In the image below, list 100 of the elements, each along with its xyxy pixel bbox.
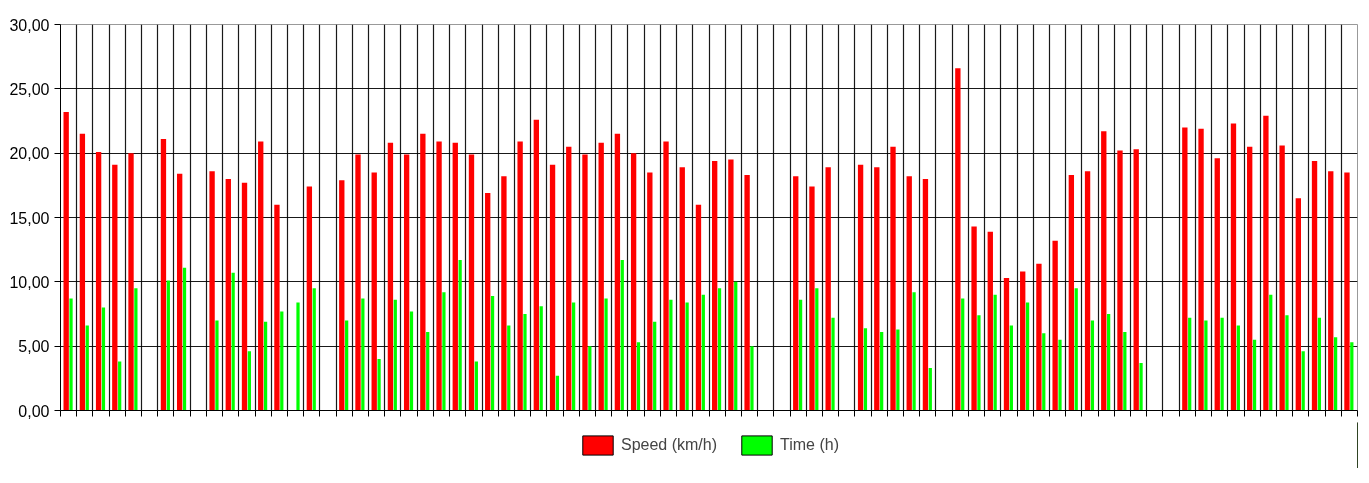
bar (1247, 146, 1253, 411)
bar (809, 186, 815, 411)
bar (922, 178, 929, 411)
bar (1252, 339, 1257, 411)
bar (274, 204, 280, 411)
bar (176, 173, 183, 411)
bar (1117, 150, 1123, 411)
bar (79, 133, 86, 411)
bar (1084, 171, 1091, 411)
bar (312, 288, 316, 411)
bar (955, 68, 961, 411)
bar (339, 180, 345, 411)
legend-label: Speed (km/h) (620, 436, 718, 454)
bar (857, 164, 864, 411)
bar (928, 368, 932, 411)
bar (961, 298, 965, 411)
bar (555, 375, 560, 411)
bar (128, 153, 134, 411)
bar (1214, 158, 1220, 411)
bar (533, 119, 540, 411)
bar (1230, 123, 1237, 411)
bar (306, 186, 313, 411)
bar (1139, 362, 1143, 411)
bar (831, 317, 835, 411)
bar (793, 176, 799, 411)
bar (1101, 131, 1107, 411)
bar (523, 314, 527, 411)
bar (880, 332, 884, 411)
bar (539, 306, 543, 411)
bar (517, 141, 523, 411)
bar (1133, 149, 1139, 411)
bar (258, 141, 264, 411)
bar (442, 292, 446, 411)
bar (604, 298, 608, 411)
bar (345, 320, 349, 411)
bar (744, 175, 750, 411)
bar (69, 298, 73, 411)
bar (653, 321, 657, 411)
bar (572, 302, 576, 411)
bar (896, 329, 900, 411)
bar (1285, 315, 1289, 411)
y-tick-label: 15,00 (9, 209, 50, 227)
bar (1350, 342, 1354, 411)
bar (280, 311, 284, 411)
bar (1058, 339, 1062, 411)
bar (134, 288, 138, 411)
bar (977, 315, 981, 411)
bar (1036, 263, 1042, 411)
bar (1182, 127, 1188, 411)
bar (1198, 128, 1204, 411)
bar (1311, 160, 1318, 411)
bar (355, 154, 361, 411)
bar (874, 167, 880, 411)
bar (663, 141, 669, 411)
bar (971, 226, 977, 411)
bar (1333, 337, 1338, 411)
y-tick-label: 25,00 (9, 80, 50, 98)
bar (863, 328, 868, 411)
bar (182, 267, 187, 411)
bar (436, 141, 442, 411)
bar (403, 154, 410, 411)
bar (993, 294, 997, 411)
bar (118, 361, 122, 411)
bar (647, 172, 653, 411)
bar (1344, 172, 1350, 411)
bar (636, 342, 641, 411)
bar (474, 361, 478, 411)
bar (241, 182, 248, 411)
bar (588, 346, 592, 411)
bar (247, 351, 251, 411)
bar (490, 295, 495, 411)
y-tick-label: 0,00 (18, 402, 50, 420)
bar (501, 176, 507, 411)
bar (1123, 332, 1127, 411)
bar (717, 288, 722, 411)
bar (1263, 115, 1269, 411)
y-tick-label: 20,00 (9, 145, 50, 163)
y-tick-label: 10,00 (9, 273, 50, 291)
bar (695, 204, 702, 411)
bar (215, 320, 219, 411)
bar (906, 176, 912, 411)
bar (728, 159, 734, 411)
bar (160, 139, 167, 411)
bar (1236, 325, 1240, 411)
bar (750, 346, 754, 411)
bar (458, 259, 462, 411)
bar (377, 359, 381, 411)
bar (361, 298, 365, 411)
bar (620, 259, 624, 411)
bar (549, 164, 556, 411)
bar (1090, 320, 1095, 411)
bar (669, 299, 673, 411)
bar (679, 167, 685, 411)
bar (1020, 271, 1026, 411)
bar (209, 171, 215, 411)
y-tick-label: 30,00 (9, 16, 50, 34)
bar (166, 280, 170, 411)
bar (387, 142, 394, 411)
bar (507, 325, 511, 411)
bar (1025, 302, 1030, 411)
